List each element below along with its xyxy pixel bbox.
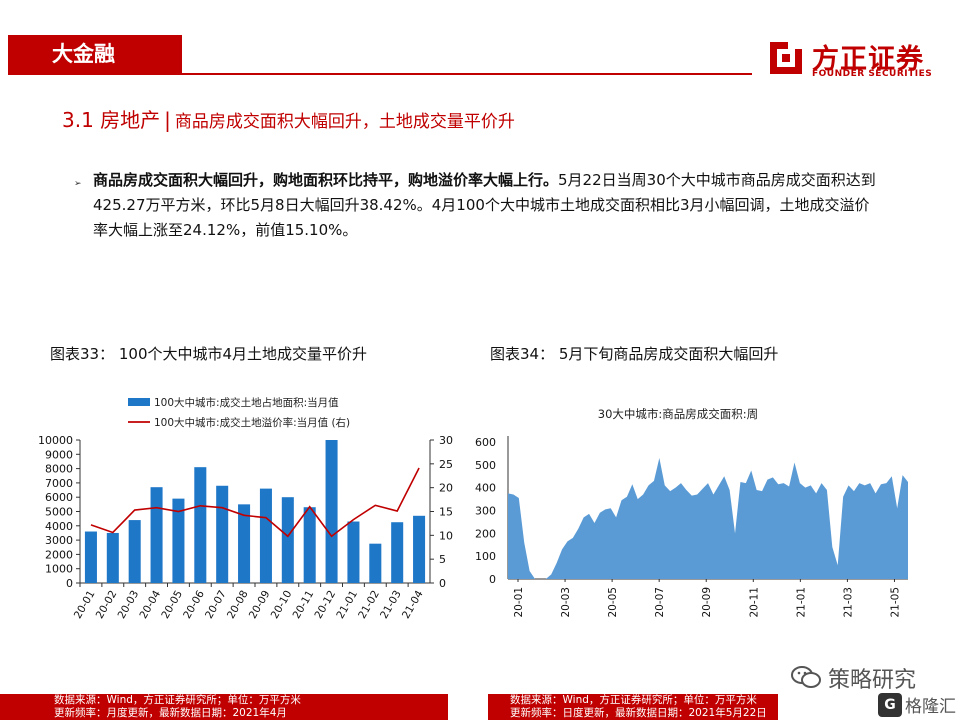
bullet-icon: ➢ xyxy=(74,179,82,189)
y-tick-label: 300 xyxy=(475,505,496,518)
bar xyxy=(413,515,426,583)
x-tick-label: 20-01 xyxy=(72,589,98,621)
section-title: 3.1 房地产 | 商品房成交面积大幅回升，土地成交量平价升 xyxy=(62,104,515,133)
bar xyxy=(194,467,207,583)
bar xyxy=(281,497,294,583)
right-tick-label: 15 xyxy=(439,506,453,519)
chart34-inner-title: 30大中城市:商品房成交面积:周 xyxy=(598,407,758,421)
x-tick-label: 20-12 xyxy=(313,589,339,621)
left-tick-label: 9000 xyxy=(45,448,73,461)
chart33-source-line2: 更新频率：月度更新，最新数据日期：2021年4月 xyxy=(54,707,287,719)
y-tick-label: 0 xyxy=(489,573,496,586)
left-tick-label: 2000 xyxy=(45,548,73,561)
bar xyxy=(259,488,272,583)
chart33-title: 图表33： 100个大中城市4月土地成交量平价升 xyxy=(50,345,368,363)
gelonghui-logo-icon: G xyxy=(878,693,902,717)
left-tick-label: 10000 xyxy=(38,434,73,447)
chart33-plot: 0100020003000400050006000700080009000100… xyxy=(38,396,453,621)
left-tick-label: 7000 xyxy=(45,477,73,490)
section-subtitle: 商品房成交面积大幅回升，土地成交量平价升 xyxy=(174,112,515,132)
section-tag: 大金融 xyxy=(8,35,182,73)
x-tick-label: 20-05 xyxy=(607,587,619,618)
x-tick-label: 21-02 xyxy=(356,589,382,621)
left-tick-label: 4000 xyxy=(45,520,73,533)
right-tick-label: 25 xyxy=(439,458,453,471)
legend-bar-swatch xyxy=(128,398,150,406)
right-tick-label: 30 xyxy=(439,434,453,447)
x-tick-label: 20-11 xyxy=(748,587,760,618)
left-tick-label: 5000 xyxy=(45,506,73,519)
section-number: 3.1 房地产 xyxy=(62,108,161,132)
left-tick-label: 0 xyxy=(66,577,73,590)
chart33-source-band xyxy=(0,694,448,720)
bar xyxy=(128,520,141,583)
right-tick-label: 5 xyxy=(439,553,446,566)
body-paragraph: 商品房成交面积大幅回升，购地面积环比持平，购地溢价率大幅上行。5月22日当周30… xyxy=(93,168,883,243)
x-tick-label: 20-05 xyxy=(159,589,185,621)
x-tick-label: 21-03 xyxy=(378,589,404,621)
bar xyxy=(84,531,97,583)
x-tick-label: 20-07 xyxy=(654,587,666,618)
bar xyxy=(369,543,382,583)
x-tick-label: 20-10 xyxy=(269,589,295,621)
x-tick-label: 20-03 xyxy=(560,587,572,618)
chart34-source-line2: 更新频率：日度更新，最新数据日期：2021年5月22日 xyxy=(510,707,767,719)
bar xyxy=(303,507,316,583)
x-tick-label: 20-01 xyxy=(513,587,525,618)
bar xyxy=(325,440,338,583)
left-tick-label: 8000 xyxy=(45,463,73,476)
chart34-plot: 30大中城市:商品房成交面积:周 0 100 200 300 400 500 600 20-01… xyxy=(475,407,908,618)
y-tick-label: 200 xyxy=(475,527,496,540)
body-bold-lead: 商品房成交面积大幅回升，购地面积环比持平，购地溢价率大幅上行。 xyxy=(93,171,559,189)
wechat-icon xyxy=(791,666,821,688)
founder-logo-icon xyxy=(770,42,802,74)
chart34-title: 图表34： 5月下旬商品房成交面积大幅回升 xyxy=(490,345,779,363)
x-tick-label: 20-09 xyxy=(247,589,273,621)
chart33-source-line1: 数据来源：Wind，方正证券研究所；单位：万平方米 xyxy=(54,694,301,706)
premium-rate-line xyxy=(90,467,420,538)
chart34-svg: 30大中城市:商品房成交面积:周 0 100 200 300 400 500 600 20-01… xyxy=(475,407,908,618)
y-tick-label: 600 xyxy=(475,436,496,449)
body-text: 5月22日当周30个大中城市商品房成交面积达到425.27万平方米，环比5月8日… xyxy=(93,171,876,239)
x-tick-label: 20-08 xyxy=(225,589,251,621)
x-tick-label: 21-01 xyxy=(795,587,807,618)
x-tick-label: 20-07 xyxy=(203,589,229,621)
left-tick-label: 1000 xyxy=(45,563,73,576)
bar xyxy=(172,498,185,583)
left-tick-label: 6000 xyxy=(45,491,73,504)
bar xyxy=(106,532,119,583)
left-tick-label: 3000 xyxy=(45,534,73,547)
x-tick-label: 21-03 xyxy=(842,587,854,618)
legend-line-label: 100大中城市:成交土地溢价率:当月值 (右) xyxy=(154,416,350,429)
x-tick-label: 20-02 xyxy=(94,589,120,621)
right-tick-label: 10 xyxy=(439,529,453,542)
area-series xyxy=(508,457,908,579)
header-rule xyxy=(8,73,752,75)
gelonghui-watermark: 格隆汇 xyxy=(905,697,956,717)
x-tick-label: 21-05 xyxy=(889,587,901,618)
x-tick-label: 20-09 xyxy=(701,587,713,618)
legend-bar-label: 100大中城市:成交土地占地面积:当月值 xyxy=(154,396,339,409)
bar xyxy=(347,521,360,583)
bar xyxy=(150,487,163,583)
logo-text-cn: 方正证券 xyxy=(812,44,924,75)
x-tick-label: 20-11 xyxy=(291,589,317,621)
chart34-source-band xyxy=(488,694,778,720)
chart33-svg: 0100020003000400050006000700080009000100… xyxy=(38,396,453,621)
bar xyxy=(238,504,251,583)
bar xyxy=(216,485,229,583)
right-tick-label: 20 xyxy=(439,482,453,495)
y-tick-label: 500 xyxy=(475,459,496,472)
logo-text-en: FOUNDER SECURITIES xyxy=(812,69,933,79)
bar xyxy=(391,522,404,583)
x-tick-label: 20-03 xyxy=(116,589,142,621)
wechat-watermark: 策略研究 xyxy=(828,668,917,693)
chart34-source-line1: 数据来源：Wind，方正证券研究所；单位：万平方米 xyxy=(510,694,757,706)
right-tick-label: 0 xyxy=(439,577,446,590)
y-tick-label: 400 xyxy=(475,482,496,495)
title-divider: | xyxy=(164,108,171,132)
x-tick-label: 21-01 xyxy=(334,589,360,621)
y-tick-label: 100 xyxy=(475,550,496,563)
x-tick-label: 21-04 xyxy=(400,588,426,621)
